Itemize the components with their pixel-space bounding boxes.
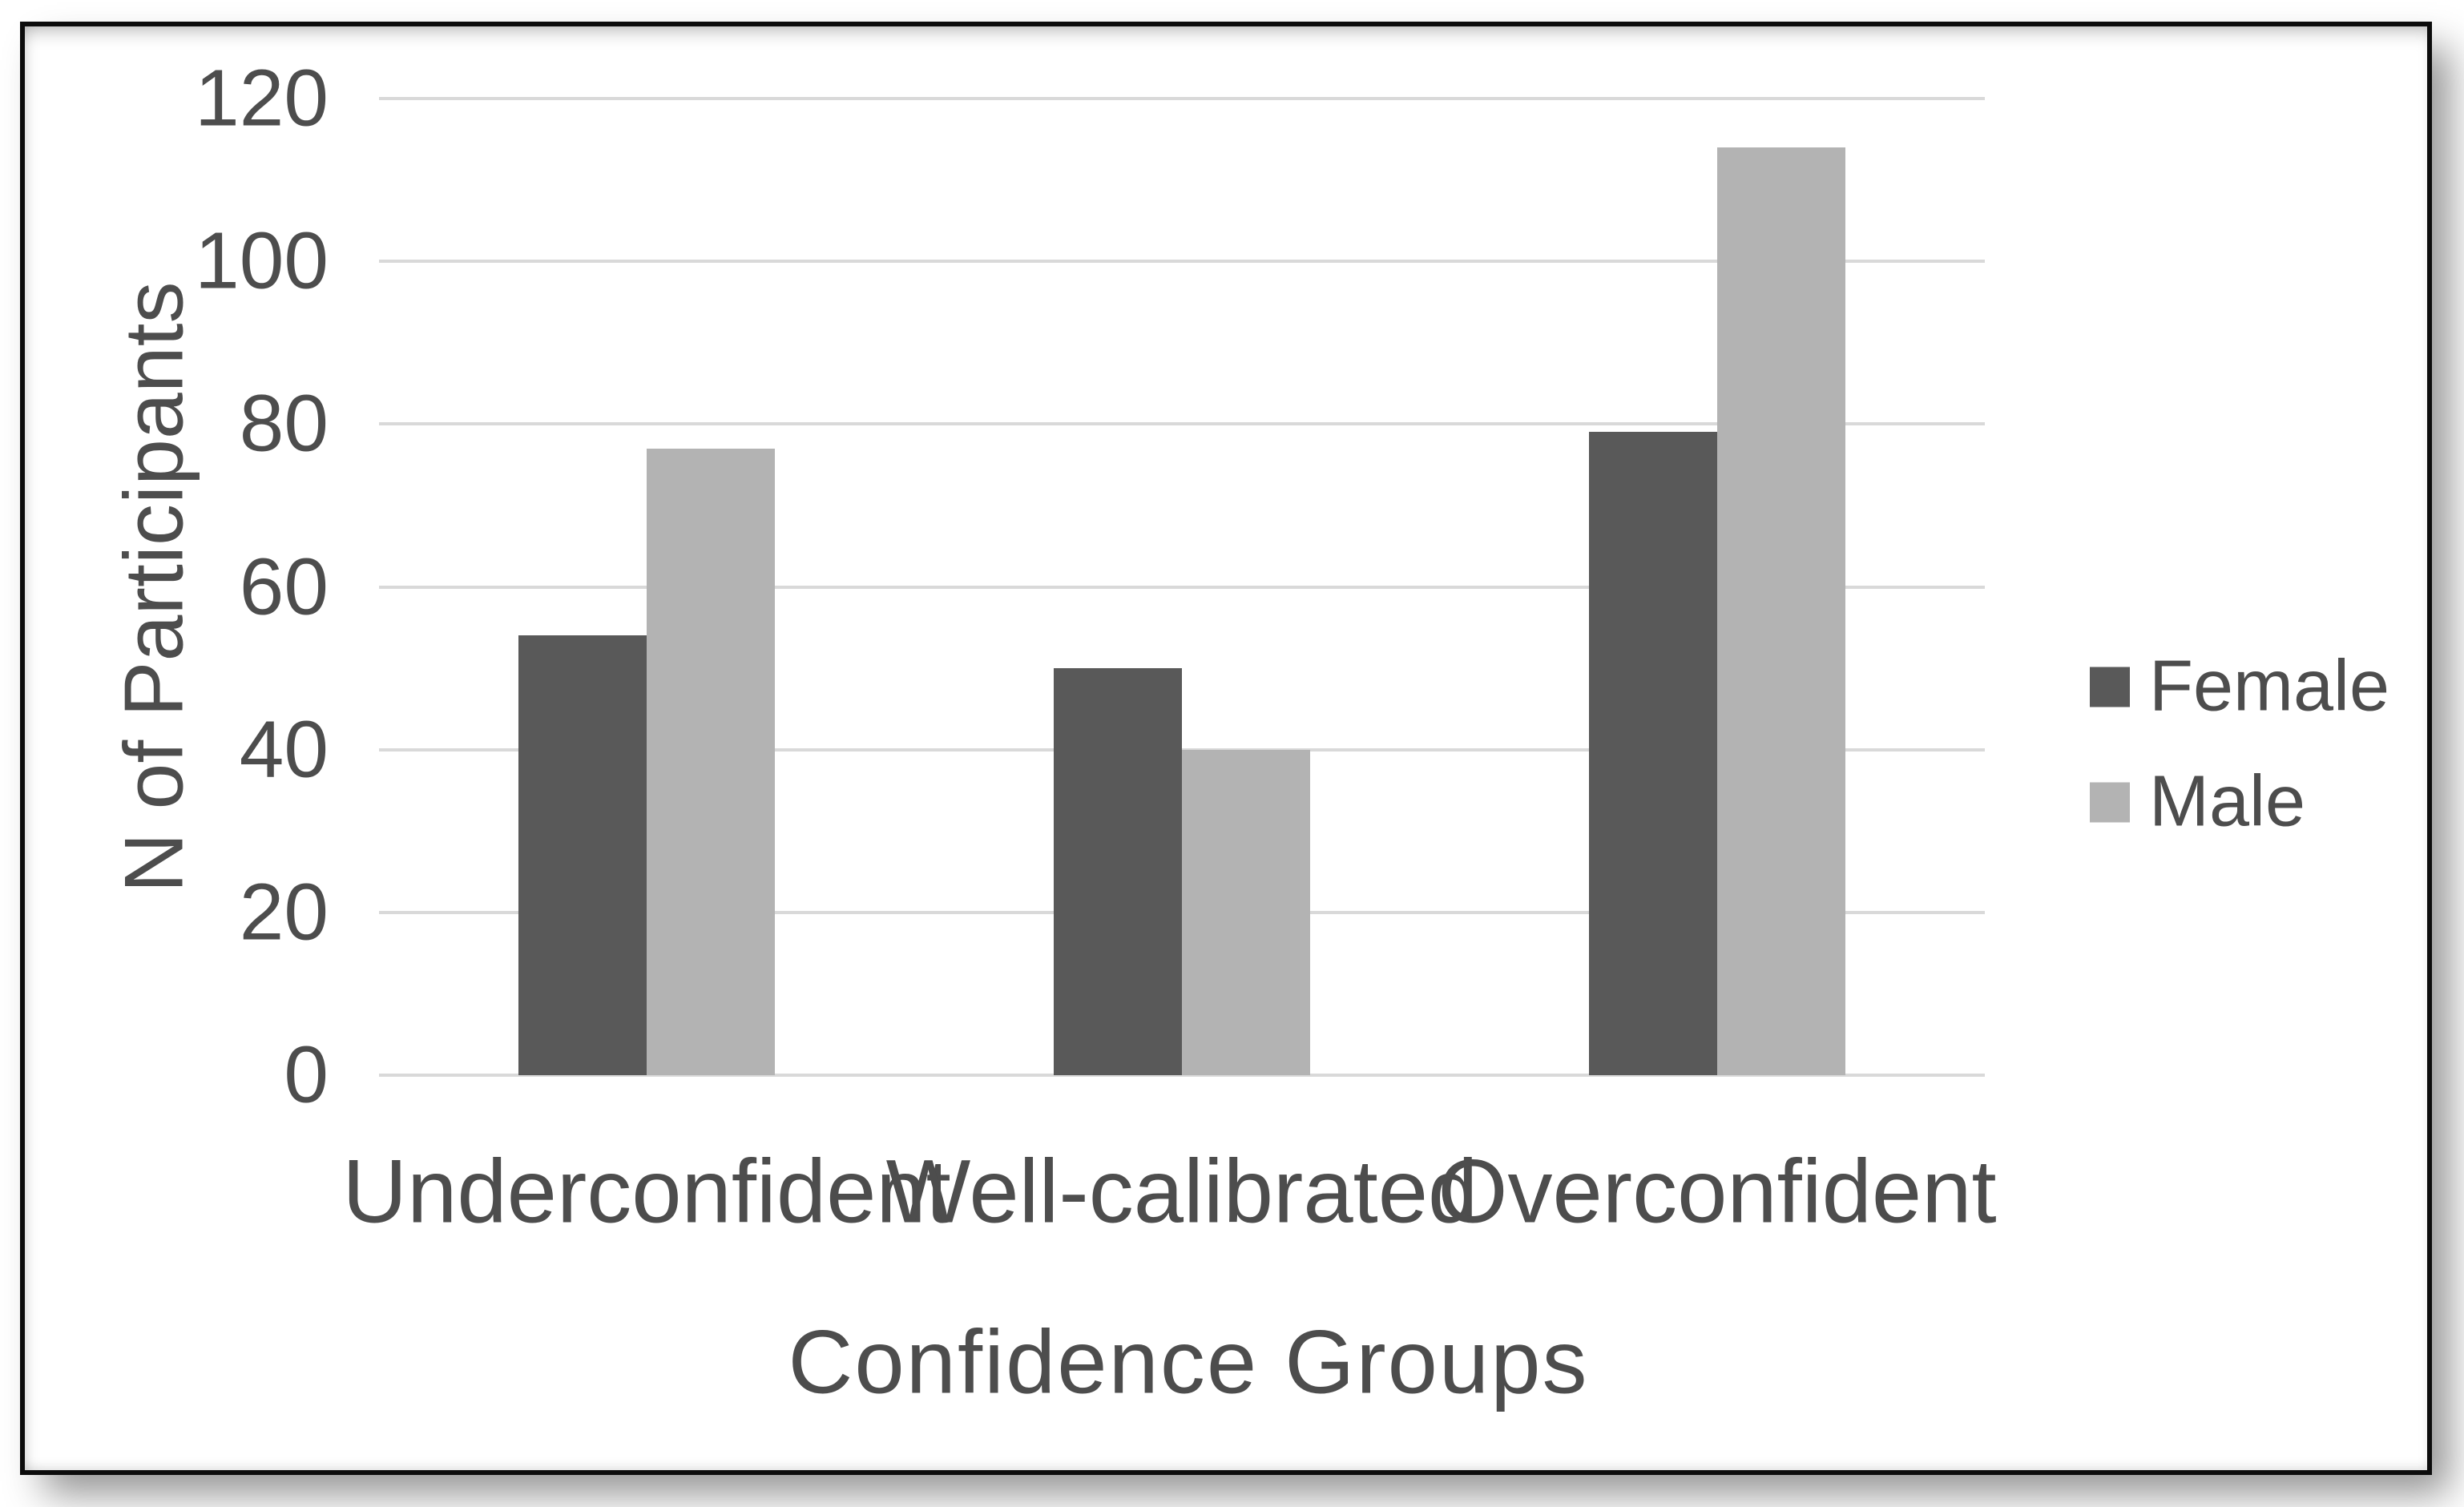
bar-male-well-calibrated (1182, 749, 1310, 1075)
y-tick-label-120: 120 (195, 53, 329, 143)
legend-swatch-male (2090, 782, 2130, 822)
y-tick-label-40: 40 (239, 704, 329, 795)
bar-male-overconfident (1717, 147, 1845, 1075)
bar-female-overconfident (1589, 432, 1717, 1075)
legend-label-female: Female (2149, 646, 2390, 727)
bar-chart (25, 26, 2427, 1470)
y-tick-label-60: 60 (239, 542, 329, 631)
y-tick-label-0: 0 (284, 1030, 329, 1120)
x-category-label-underconfident: Underconfident (342, 1141, 951, 1242)
bar-female-underconfident (518, 635, 647, 1075)
gridline-60 (379, 585, 1985, 589)
y-tick-label-100: 100 (195, 216, 329, 306)
x-category-label-overconfident: Overconfident (1438, 1141, 1997, 1242)
y-axis-tick-labels: 0 20 40 60 80 100 120 (25, 26, 2427, 1470)
y-tick-label-80: 80 (239, 378, 329, 469)
legend-swatch-female (2090, 667, 2130, 707)
chart-frame: 0 20 40 60 80 100 120 Underconfident Well-calib… (20, 22, 2432, 1475)
bar-female-well-calibrated (1054, 668, 1182, 1075)
gridline-80 (379, 422, 1985, 426)
x-axis-title: Confidence Groups (788, 1312, 1589, 1412)
legend-label-male: Male (2149, 761, 2306, 842)
legend-item-female: Female (2090, 646, 2389, 728)
gridline-120 (379, 97, 1985, 100)
legend: Female Male (25, 26, 2427, 1470)
gridline-100 (379, 260, 1985, 264)
x-axis-category-labels: Underconfident Well-calibrated Overconfide… (25, 26, 2427, 1470)
bar-male-underconfident (647, 448, 775, 1075)
y-tick-label-20: 20 (239, 867, 329, 957)
legend-item-male: Male (2090, 761, 2305, 844)
x-category-label-well-calibrated: Well-calibrated (885, 1141, 1478, 1242)
gridline-0 (379, 1074, 1985, 1077)
